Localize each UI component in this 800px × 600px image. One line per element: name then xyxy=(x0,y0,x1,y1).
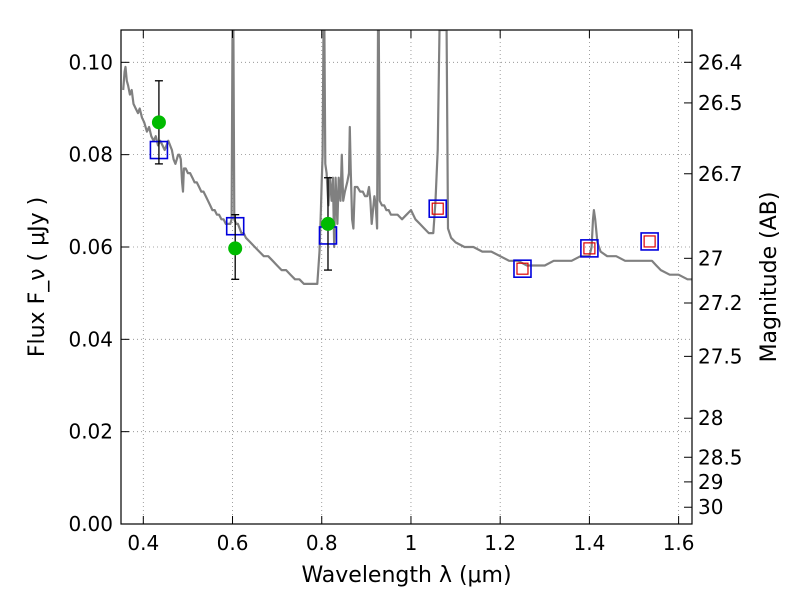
x-tick-label: 1.6 xyxy=(663,531,695,555)
model-photometry-square xyxy=(580,239,599,258)
y-tick-label: 0.06 xyxy=(68,235,113,259)
y-tick-label: 0.08 xyxy=(68,143,113,167)
sed-model-line xyxy=(122,30,692,285)
magnitude-tick-label: 30 xyxy=(698,495,723,519)
x-tick-label: 0.8 xyxy=(306,531,338,555)
magnitude-tick-label: 29 xyxy=(698,470,723,494)
plot-frame xyxy=(120,29,693,525)
x-tick-label: 0.6 xyxy=(217,531,249,555)
y-axis-label: Flux F_ν ( μJy ) xyxy=(25,197,50,357)
observed-flux-point xyxy=(320,216,335,231)
magnitude-tick-label: 26.7 xyxy=(698,162,743,186)
y-tick-label: 0.04 xyxy=(68,327,113,351)
x-tick-label: 1 xyxy=(405,531,418,555)
model-photometry-square xyxy=(513,259,532,278)
model-photometry-inner-square xyxy=(516,262,529,275)
plot-layer xyxy=(122,30,692,285)
model-photometry-inner-square xyxy=(643,235,656,248)
observed-flux-point xyxy=(228,241,243,256)
magnitude-tick-label: 27 xyxy=(698,246,723,270)
x-axis-ticks: 0.4 0.6 0.8 1 1.2 1.4 1.6 xyxy=(127,30,695,555)
model-photometry-square xyxy=(640,232,659,251)
y-tick-label: 0.10 xyxy=(68,50,113,74)
x-axis-label: Wavelength λ (μm) xyxy=(301,563,511,588)
magnitude-axis-label: Magnitude (AB) xyxy=(757,192,782,363)
y-tick-label: 0.00 xyxy=(68,512,113,536)
x-tick-label: 0.4 xyxy=(127,531,159,555)
magnitude-tick-label: 28.5 xyxy=(698,445,743,469)
model-photometry-square xyxy=(428,199,448,218)
x-tick-label: 1.2 xyxy=(484,531,516,555)
observed-flux-point xyxy=(151,115,166,130)
model-photometry-inner-square xyxy=(583,242,596,255)
magnitude-tick-label: 28 xyxy=(698,406,723,430)
magnitude-tick-label: 27.2 xyxy=(698,291,743,315)
magnitude-tick-label: 27.5 xyxy=(698,344,743,368)
grid-lines xyxy=(121,30,692,525)
y-axis-ticks: 0.00 0.02 0.04 0.06 0.08 0.10 xyxy=(68,50,129,536)
x-tick-label: 1.4 xyxy=(573,531,605,555)
y-tick-label: 0.02 xyxy=(68,420,113,444)
magnitude-tick-label: 26.4 xyxy=(698,50,743,74)
model-photometry-inner-square xyxy=(431,202,444,215)
magnitude-tick-label: 26.5 xyxy=(698,91,743,115)
